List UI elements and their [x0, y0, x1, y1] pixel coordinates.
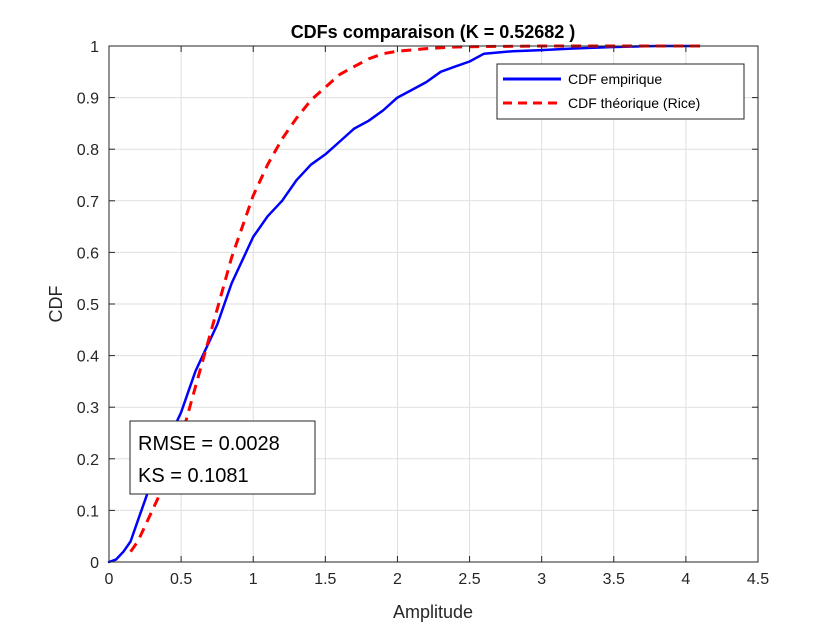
x-tick-label: 4.5 [747, 571, 769, 588]
y-tick-label: 0.9 [77, 91, 99, 108]
stats-annotation: RMSE = 0.0028 KS = 0.1081 [129, 420, 316, 495]
y-tick-label: 0.5 [77, 297, 99, 314]
x-tick-label: 2.5 [458, 571, 480, 588]
y-tick-label: 0.6 [77, 245, 99, 262]
ticks-layer: 0 0.5 1 1.5 2 2.5 3 3.5 4 4.5 0 0.1 0.2 0.3 0.4 0.5 0.6 0… [77, 39, 769, 588]
y-tick-label: 0.4 [77, 349, 99, 366]
legend: CDF empirique CDF théorique (Rice) [496, 63, 745, 120]
chart-title: CDFs comparaison (K = 0.52682 ) [291, 22, 576, 42]
y-tick-label: 0.2 [77, 452, 99, 469]
ks-text: KS = 0.1081 [138, 465, 249, 487]
legend-label-empirique: CDF empirique [568, 71, 662, 87]
x-axis-title: Amplitude [393, 602, 473, 622]
x-tick-label: 1.5 [314, 571, 336, 588]
legend-label-rice: CDF théorique (Rice) [568, 95, 700, 111]
legend-box [496, 63, 745, 120]
x-tick-label: 2 [393, 571, 402, 588]
y-tick-label: 1 [90, 39, 99, 56]
x-tick-label: 1 [249, 571, 258, 588]
grid-lines [108, 45, 759, 563]
y-tick-label: 0.8 [77, 142, 99, 159]
x-tick-label: 0.5 [170, 571, 192, 588]
x-tick-label: 3.5 [603, 571, 625, 588]
rmse-text: RMSE = 0.0028 [138, 433, 280, 455]
y-tick-label: 0.3 [77, 400, 99, 417]
y-axis-title: CDF [46, 286, 66, 323]
x-tick-label: 3 [537, 571, 546, 588]
y-tick-label: 0.1 [77, 503, 99, 520]
y-tick-label: 0.7 [77, 194, 99, 211]
x-tick-label: 0 [105, 571, 114, 588]
x-tick-label: 4 [681, 571, 690, 588]
y-tick-label: 0 [90, 555, 99, 572]
series-line-cdf-rice [129, 44, 701, 553]
stats-box [129, 420, 316, 495]
